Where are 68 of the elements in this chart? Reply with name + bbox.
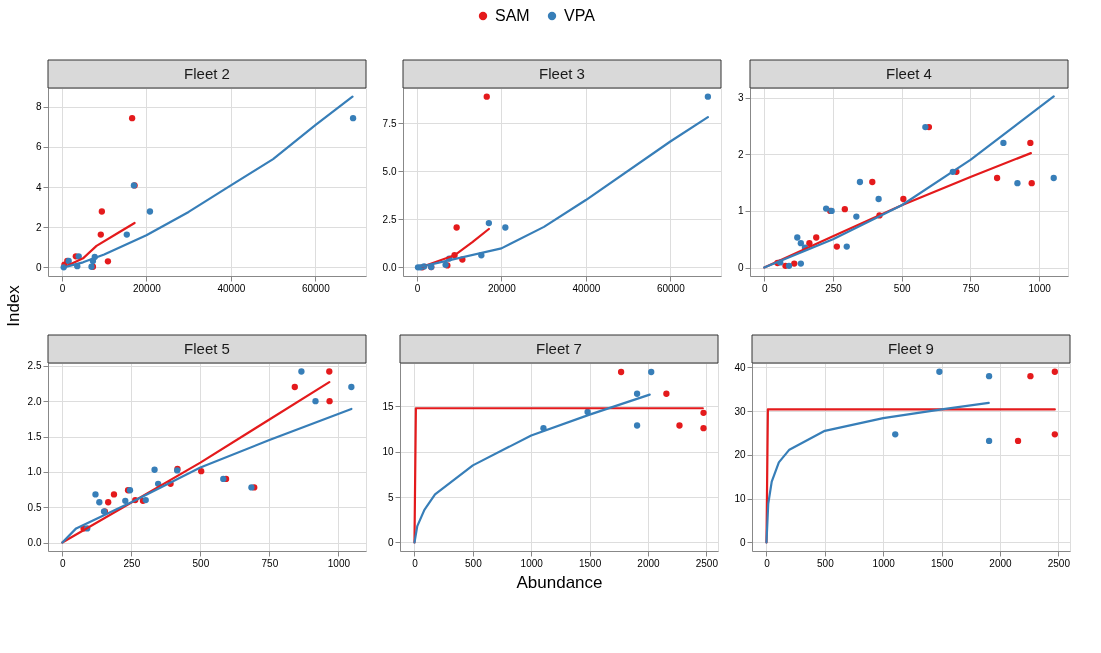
x-tick-label: 1500 [930, 557, 954, 569]
y-tick-label: 10 [734, 493, 746, 505]
y-tick-label: 4 [35, 181, 42, 193]
x-tick-label: 20000 [487, 282, 517, 294]
x-tick-label: 0 [59, 282, 66, 294]
x-tick-label: 500 [893, 282, 911, 294]
y-tick-label: 0.5 [27, 501, 42, 513]
y-tick-label: 10 [382, 446, 394, 458]
y-tick-label: 30 [734, 405, 746, 417]
legend-label: SAM [495, 7, 530, 24]
x-tick-label: 1000 [520, 557, 544, 569]
y-tick-label: 1.5 [27, 431, 42, 442]
x-tick-label: 0 [60, 557, 67, 569]
chart-title: Fleet 7 [536, 340, 582, 357]
x-tick-label: 60000 [656, 282, 686, 294]
x-tick-label: 40000 [572, 282, 601, 294]
y-tick-label: 2.5 [382, 213, 397, 225]
y-tick-label: 3 [737, 92, 744, 104]
y-tick-label: 8 [35, 101, 42, 113]
y-tick-label: 0 [35, 261, 42, 273]
x-tick-label: 1000 [327, 557, 351, 569]
x-tick-label: 750 [261, 557, 279, 569]
y-tick-label: 40 [734, 361, 746, 373]
y-tick-label: 6 [35, 141, 42, 153]
y-tick-label: 2.0 [27, 395, 42, 407]
x-tick-label: 2000 [637, 557, 661, 569]
y-tick-label: 15 [382, 400, 394, 412]
y-tick-label: 2.5 [27, 360, 42, 372]
x-tick-label: 20000 [132, 282, 162, 294]
chart-title: Fleet 2 [184, 65, 230, 82]
y-tick-label: 2 [737, 148, 744, 160]
chart-title: Fleet 3 [539, 65, 585, 82]
legend-label: VPA [564, 7, 596, 24]
x-tick-label: 2500 [1047, 557, 1071, 569]
x-tick-label: 60000 [301, 282, 331, 294]
y-tick-label: 0 [387, 536, 394, 548]
x-tick-label: 1500 [578, 557, 602, 569]
x-tick-label: 1000 [872, 557, 896, 569]
y-tick-label: 2 [35, 221, 42, 233]
x-tick-label: 0 [412, 557, 419, 569]
x-tick-label: 2000 [989, 557, 1013, 569]
x-tick-label: 1000 [1028, 282, 1052, 294]
y-tick-label: 5 [387, 491, 394, 503]
x-tick-label: 2500 [695, 557, 719, 569]
y-tick-label: 0.0 [27, 537, 42, 549]
y-tick-label: 1.0 [27, 466, 42, 478]
chart-title: Fleet 9 [888, 340, 934, 357]
y-tick-label: 5.0 [382, 165, 397, 177]
y-tick-label: 20 [734, 449, 746, 461]
x-tick-label: 750 [962, 282, 980, 294]
y-tick-label: 0.0 [382, 261, 397, 273]
y-tick-label: 0 [739, 536, 746, 548]
x-tick-label: 0 [762, 282, 769, 294]
x-tick-label: 250 [825, 282, 843, 294]
x-tick-label: 0 [414, 282, 421, 294]
x-axis-title: Abundance [516, 572, 603, 592]
x-tick-label: 500 [465, 557, 483, 569]
x-tick-label: 500 [817, 557, 835, 569]
x-tick-label: 500 [192, 557, 210, 569]
x-tick-label: 0 [764, 557, 771, 569]
y-axis-title: Index [4, 284, 23, 327]
x-tick-label: 250 [123, 557, 141, 569]
chart-title: Fleet 5 [184, 340, 230, 357]
y-tick-label: 1 [737, 205, 744, 217]
y-tick-label: 0 [737, 262, 744, 274]
x-tick-label: 40000 [217, 282, 246, 294]
y-tick-label: 7.5 [382, 117, 397, 129]
chart-title: Fleet 4 [886, 65, 932, 82]
